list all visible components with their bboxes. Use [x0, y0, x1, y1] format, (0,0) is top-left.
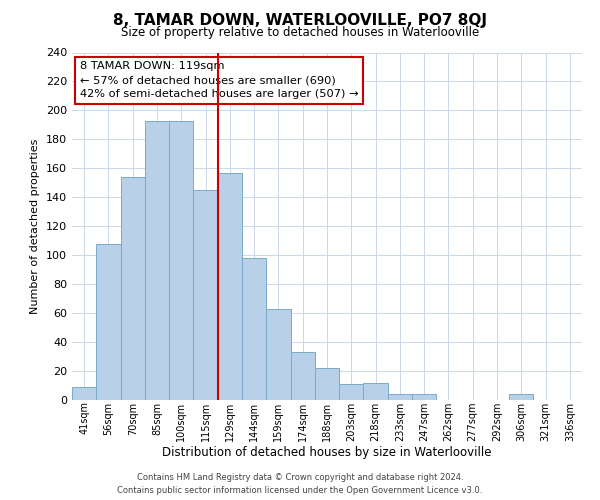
Bar — [509, 394, 533, 400]
Text: Contains HM Land Registry data © Crown copyright and database right 2024.
Contai: Contains HM Land Registry data © Crown c… — [118, 474, 482, 495]
Bar — [145, 120, 169, 400]
Bar — [218, 172, 242, 400]
Bar — [364, 382, 388, 400]
Bar — [193, 190, 218, 400]
Bar — [72, 387, 96, 400]
Bar — [339, 384, 364, 400]
Bar — [290, 352, 315, 400]
Bar — [388, 394, 412, 400]
Text: 8, TAMAR DOWN, WATERLOOVILLE, PO7 8QJ: 8, TAMAR DOWN, WATERLOOVILLE, PO7 8QJ — [113, 12, 487, 28]
Bar — [169, 120, 193, 400]
Bar — [121, 177, 145, 400]
Bar — [242, 258, 266, 400]
Bar — [412, 394, 436, 400]
Y-axis label: Number of detached properties: Number of detached properties — [31, 138, 40, 314]
Bar — [96, 244, 121, 400]
X-axis label: Distribution of detached houses by size in Waterlooville: Distribution of detached houses by size … — [162, 446, 492, 460]
Bar — [315, 368, 339, 400]
Bar — [266, 309, 290, 400]
Text: Size of property relative to detached houses in Waterlooville: Size of property relative to detached ho… — [121, 26, 479, 39]
Text: 8 TAMAR DOWN: 119sqm
← 57% of detached houses are smaller (690)
42% of semi-deta: 8 TAMAR DOWN: 119sqm ← 57% of detached h… — [80, 61, 358, 99]
